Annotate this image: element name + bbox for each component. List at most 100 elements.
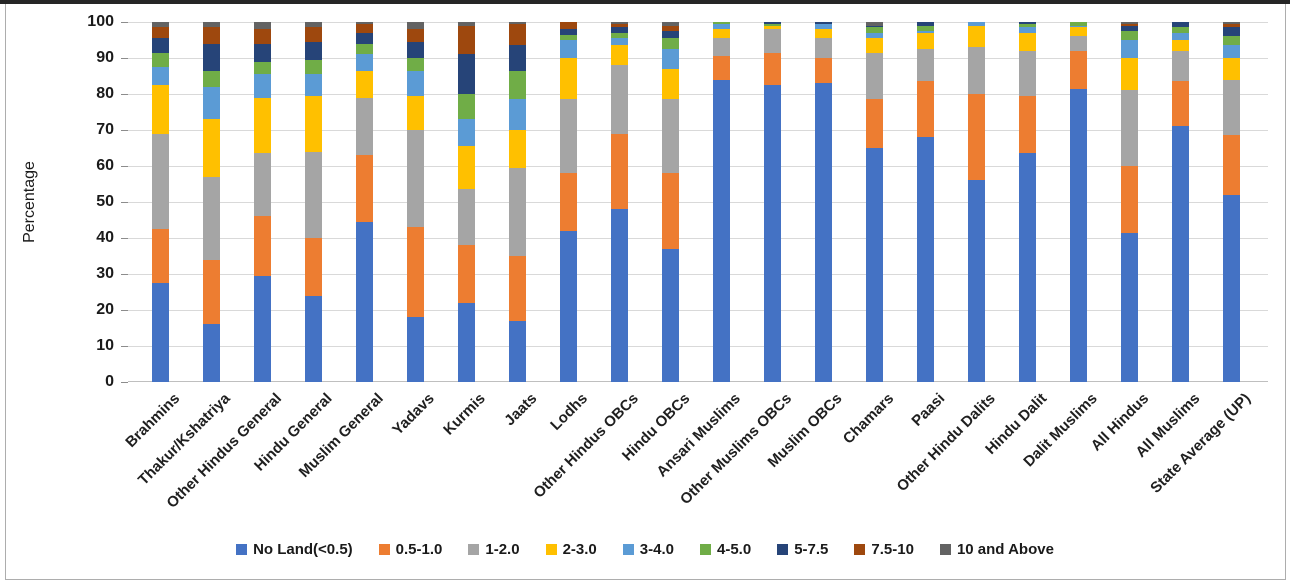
- bar-segment: [661, 173, 679, 249]
- chart-outer-frame: [5, 4, 1286, 580]
- y-tick-mark: [121, 165, 128, 167]
- bar-segment: [1018, 50, 1036, 96]
- bar-segment: [1120, 90, 1138, 166]
- bar-segment: [814, 22, 832, 24]
- bar-segment: [559, 34, 577, 40]
- bar-segment: [559, 29, 577, 35]
- bar-segment: [304, 27, 322, 42]
- bar-segment: [508, 70, 526, 100]
- bar-yadavs: [406, 22, 424, 382]
- bar-segment: [202, 176, 220, 260]
- plot-area: [121, 21, 1268, 383]
- bar-segment: [202, 119, 220, 177]
- bar-segment: [610, 209, 628, 382]
- bar-segment: [202, 70, 220, 87]
- bar-segment: [1120, 31, 1138, 40]
- bar-all-muslims: [1171, 22, 1189, 382]
- legend-item: 7.5-10: [854, 541, 914, 558]
- legend-swatch: [939, 544, 951, 555]
- bar-segment: [202, 324, 220, 382]
- bar-segment: [202, 43, 220, 71]
- y-tick-mark: [121, 93, 128, 95]
- bar-segment: [1222, 135, 1240, 195]
- bar-segment: [1018, 23, 1036, 28]
- bar-segment: [304, 22, 322, 28]
- bar-segment: [406, 70, 424, 96]
- bar-segment: [814, 29, 832, 39]
- bar-segment: [355, 23, 373, 33]
- bar-kurmis: [457, 22, 475, 382]
- bar-other-hindu-dalits: [967, 22, 985, 382]
- bar-segment: [1222, 45, 1240, 58]
- bar-segment: [253, 275, 271, 382]
- legend-swatch: [545, 544, 557, 555]
- legend-label: 10 and Above: [956, 541, 1054, 558]
- bar-segment: [457, 119, 475, 147]
- bar-segment: [1018, 22, 1036, 24]
- bar-jaats: [508, 22, 526, 382]
- bar-brahmins: [151, 22, 169, 382]
- bar-segment: [1222, 22, 1240, 24]
- bar-hindu-dalit: [1018, 22, 1036, 382]
- y-tick-label-10: 10: [96, 337, 114, 354]
- legend-label: 1-2.0: [485, 541, 520, 558]
- bar-segment: [661, 25, 679, 31]
- gridline-10: [128, 345, 1268, 347]
- bar-segment: [406, 58, 424, 71]
- bar-segment: [559, 230, 577, 382]
- bar-segment: [1222, 79, 1240, 136]
- bar-segment: [1222, 36, 1240, 46]
- y-tick-mark: [121, 129, 128, 131]
- bar-segment: [1171, 81, 1189, 127]
- gridline-50: [128, 201, 1268, 203]
- bar-segment: [661, 248, 679, 382]
- bar-segment: [508, 167, 526, 256]
- bar-segment: [661, 99, 679, 174]
- bar-segment: [406, 41, 424, 58]
- legend-swatch: [699, 544, 711, 555]
- bar-segment: [1018, 95, 1036, 154]
- bar-segment: [151, 27, 169, 39]
- bar-segment: [610, 23, 628, 28]
- y-tick-mark: [121, 201, 128, 203]
- bar-segment: [763, 52, 781, 85]
- legend-label: No Land(<0.5): [253, 541, 353, 558]
- bar-ansari-muslims: [712, 22, 730, 382]
- bar-segment: [151, 67, 169, 85]
- bar-segment: [1018, 27, 1036, 33]
- bar-segment: [916, 49, 934, 82]
- bar-segment: [457, 25, 475, 55]
- legend-swatch: [378, 544, 390, 555]
- gridline-100: [128, 21, 1268, 23]
- bar-segment: [304, 74, 322, 96]
- bar-segment: [661, 68, 679, 100]
- bar-segment: [1018, 153, 1036, 382]
- bar-muslim-general: [355, 22, 373, 382]
- bar-segment: [151, 85, 169, 134]
- bar-segment: [355, 70, 373, 98]
- bar-segment: [712, 56, 730, 80]
- bar-segment: [202, 259, 220, 325]
- bar-segment: [865, 52, 883, 100]
- gridline-40: [128, 237, 1268, 239]
- legend-item: No Land(<0.5): [236, 541, 353, 558]
- bar-segment: [457, 146, 475, 190]
- bar-segment: [559, 99, 577, 174]
- bar-segment: [355, 22, 373, 24]
- bar-other-hindus-obcs: [610, 22, 628, 382]
- bar-segment: [457, 94, 475, 120]
- bar-segment: [967, 22, 985, 26]
- bar-segment: [253, 43, 271, 62]
- legend-item: 3-4.0: [622, 541, 674, 558]
- bar-muslim-obcs: [814, 22, 832, 382]
- bar-segment: [1222, 58, 1240, 80]
- bar-segment: [916, 25, 934, 31]
- bar-segment: [406, 95, 424, 130]
- bar-segment: [355, 54, 373, 71]
- bar-hindu-general: [304, 22, 322, 382]
- bar-chamars: [865, 22, 883, 382]
- y-tick-label-20: 20: [96, 301, 114, 318]
- legend-item: 5-7.5: [777, 541, 828, 558]
- bar-segment: [253, 153, 271, 217]
- bar-segment: [559, 40, 577, 58]
